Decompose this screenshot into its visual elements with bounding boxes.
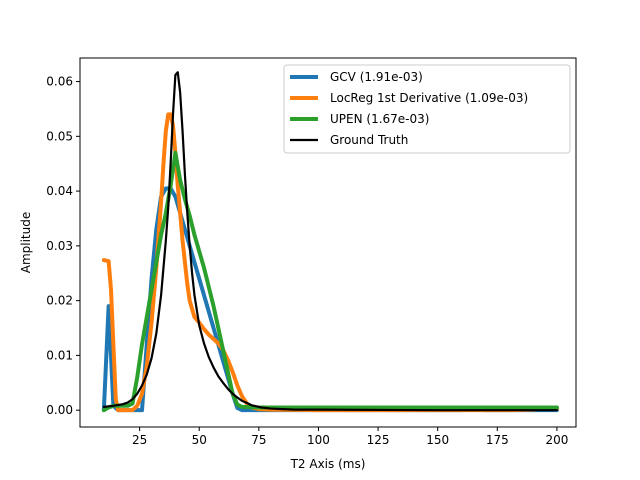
- y-tick-label: 0.06: [46, 75, 73, 89]
- legend-entry: GCV (1.91e-03): [330, 70, 423, 84]
- y-tick-label: 0.04: [46, 184, 73, 198]
- legend: GCV (1.91e-03) LocReg 1st Derivative (1.0…: [283, 64, 571, 154]
- y-tick-label: 0.01: [46, 348, 73, 362]
- x-tick-label: 125: [367, 433, 390, 447]
- legend-entry: LocReg 1st Derivative (1.09e-03): [330, 91, 528, 105]
- series-line-4: [102, 71, 559, 412]
- legend-entry: Ground Truth: [330, 133, 408, 147]
- series-line-1: [101, 186, 559, 413]
- y-tick-label: 0.05: [46, 129, 73, 143]
- x-tick-label: 100: [307, 433, 330, 447]
- plot-frame: [79, 57, 577, 428]
- y-tick-label: 0.02: [46, 294, 73, 308]
- y-axis: 0.00 0.01 0.02 0.03 0.04 0.05 0.06: [46, 75, 80, 417]
- y-tick-label: 0.03: [46, 239, 73, 253]
- legend-box: [283, 64, 571, 154]
- x-tick-label: 50: [192, 433, 207, 447]
- x-tick-label: 75: [251, 433, 266, 447]
- x-tick-label: 25: [132, 433, 147, 447]
- x-tick-label: 200: [545, 433, 568, 447]
- legend-entry: UPEN (1.67e-03): [330, 112, 429, 126]
- x-tick-label: 175: [486, 433, 509, 447]
- x-tick-label: 150: [426, 433, 449, 447]
- x-axis: 25 50 75 100 125 150 175 200: [132, 427, 568, 447]
- x-axis-label: T2 Axis (ms): [290, 457, 366, 471]
- series-layer: [101, 71, 559, 413]
- y-axis-label: Amplitude: [19, 212, 33, 274]
- series-line-3: [101, 150, 559, 413]
- y-tick-label: 0.00: [46, 403, 73, 417]
